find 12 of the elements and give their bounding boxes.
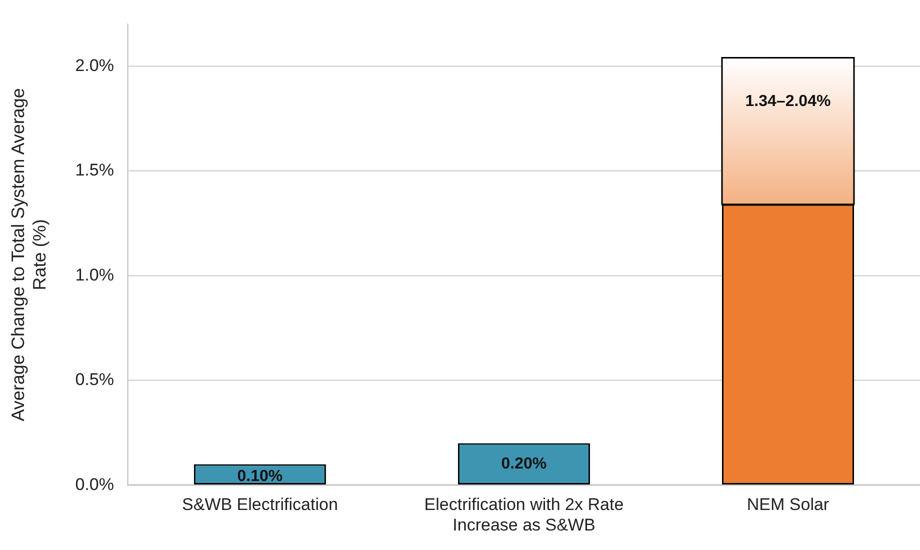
y-tick-label: 2.0% <box>75 56 114 75</box>
y-tick-label: 1.0% <box>75 265 114 284</box>
x-tick-label: NEM Solar <box>746 495 830 514</box>
data-label: 0.20% <box>501 455 547 472</box>
y-tick-label: 0.5% <box>75 370 114 390</box>
x-tick-label: S&WB Electrification <box>182 495 338 514</box>
data-label: 0.10% <box>237 468 283 485</box>
y-tick-label: 1.5% <box>75 160 114 180</box>
annotation: 1.34–2.04% <box>745 93 831 110</box>
y-tick-label: 0.0% <box>75 474 114 494</box>
y-axis-title: Average Change to Total System Average Rate (%) <box>8 88 50 422</box>
x-tick-label: Electrification with 2x Rate Increase as S&WB <box>424 495 624 534</box>
